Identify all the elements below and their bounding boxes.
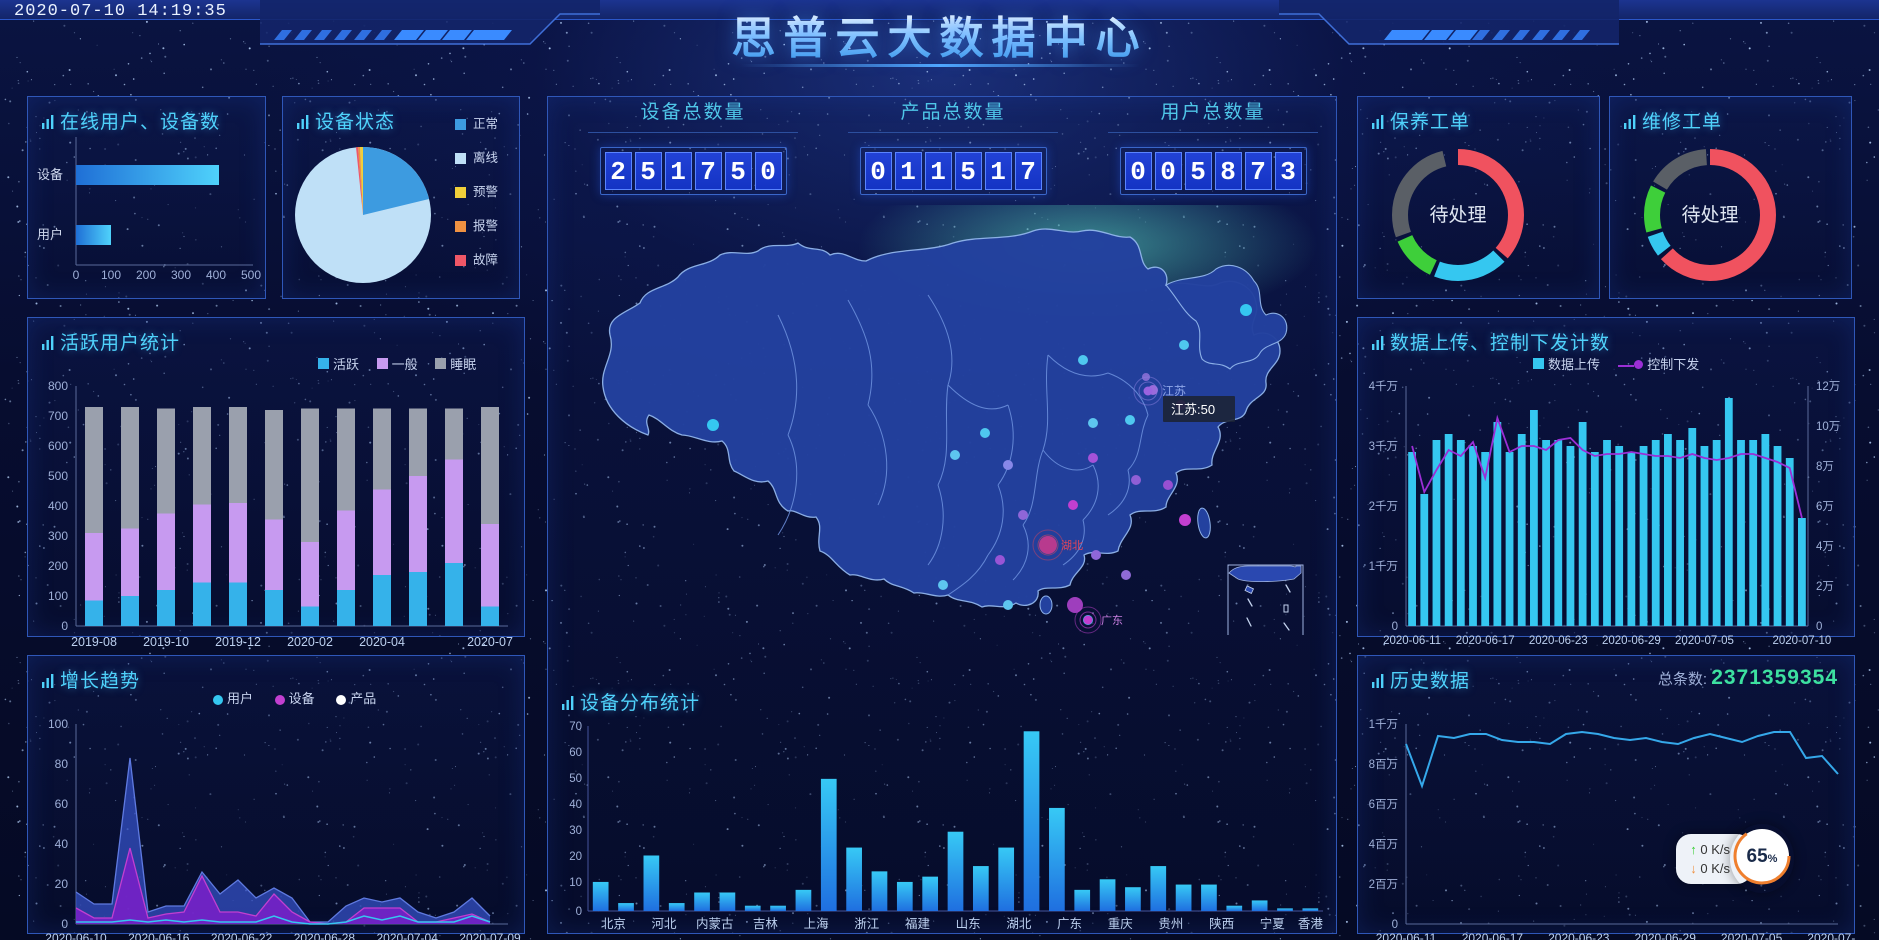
svg-text:2万: 2万	[1816, 581, 1834, 593]
svg-text:2020-07-05: 2020-07-05	[1675, 635, 1734, 647]
svg-text:正常: 正常	[473, 117, 498, 131]
svg-text:800: 800	[48, 379, 68, 393]
svg-text:广东: 广东	[1057, 917, 1082, 931]
svg-text:500: 500	[241, 268, 261, 282]
svg-text:8百万: 8百万	[1369, 759, 1398, 771]
svg-text:故障: 故障	[473, 252, 498, 267]
svg-text:广东: 广东	[1101, 614, 1123, 627]
svg-text:2020-06-22: 2020-06-22	[211, 931, 273, 940]
svg-text:300: 300	[48, 529, 68, 543]
svg-text:40: 40	[569, 799, 582, 811]
svg-text:8万: 8万	[1816, 461, 1834, 473]
svg-text:待处理: 待处理	[1681, 204, 1738, 226]
svg-text:60: 60	[55, 797, 69, 811]
svg-text:0: 0	[576, 906, 582, 918]
svg-text:6百万: 6百万	[1369, 799, 1398, 811]
svg-text:浙江: 浙江	[854, 916, 879, 931]
svg-text:400: 400	[48, 499, 68, 513]
svg-text:0: 0	[1392, 621, 1398, 633]
svg-text:10万: 10万	[1816, 421, 1840, 433]
svg-text:用户: 用户	[37, 227, 63, 242]
svg-text:2020-07: 2020-07	[467, 635, 513, 649]
svg-text:20: 20	[569, 851, 582, 863]
svg-text:2020-07-04: 2020-07-04	[377, 931, 439, 940]
svg-text:2020-06-23: 2020-06-23	[1529, 635, 1588, 647]
svg-text:0: 0	[61, 917, 68, 931]
svg-text:700: 700	[48, 409, 68, 423]
svg-text:400: 400	[206, 268, 226, 282]
svg-text:福建: 福建	[905, 916, 931, 931]
svg-text:香港: 香港	[1298, 917, 1324, 931]
svg-text:0: 0	[1816, 621, 1822, 633]
svg-text:20: 20	[55, 877, 69, 891]
svg-text:2020-06-10: 2020-06-10	[45, 931, 107, 940]
svg-text:2019-12: 2019-12	[215, 635, 261, 649]
svg-text:陕西: 陕西	[1209, 916, 1234, 931]
svg-text:北京: 北京	[601, 917, 626, 931]
svg-text:2020-04: 2020-04	[359, 635, 405, 649]
svg-text:200: 200	[48, 559, 68, 573]
svg-text:4百万: 4百万	[1369, 839, 1398, 851]
svg-text:2020-06-28: 2020-06-28	[294, 931, 356, 940]
svg-text:40: 40	[55, 837, 69, 851]
svg-text:2020-07-10: 2020-07-10	[1807, 931, 1856, 940]
svg-text:2020-06-16: 2020-06-16	[128, 931, 190, 940]
svg-text:山东: 山东	[956, 917, 981, 931]
svg-text:2020-06-17: 2020-06-17	[1456, 635, 1515, 647]
svg-text:10: 10	[569, 877, 582, 889]
svg-text:12万: 12万	[1816, 381, 1840, 393]
svg-text:湖北: 湖北	[1006, 916, 1032, 931]
svg-text:50: 50	[569, 773, 582, 785]
svg-text:2020-06-23: 2020-06-23	[1548, 931, 1610, 940]
svg-text:500: 500	[48, 469, 68, 483]
svg-text:0: 0	[61, 619, 68, 633]
svg-text:2020-06-11: 2020-06-11	[1383, 635, 1441, 647]
svg-text:2020-06-29: 2020-06-29	[1602, 635, 1661, 647]
svg-text:2百万: 2百万	[1369, 879, 1398, 891]
svg-text:100: 100	[48, 717, 68, 731]
svg-text:2020-07-09: 2020-07-09	[459, 931, 521, 940]
svg-text:2020-06-29: 2020-06-29	[1635, 931, 1697, 940]
svg-text:2020-06-17: 2020-06-17	[1462, 931, 1524, 940]
svg-text:1千万: 1千万	[1369, 560, 1398, 573]
svg-text:300: 300	[171, 268, 191, 282]
svg-text:上海: 上海	[804, 916, 830, 931]
svg-text:预警: 预警	[473, 184, 498, 199]
svg-text:4万: 4万	[1816, 541, 1834, 553]
svg-text:6万: 6万	[1816, 501, 1834, 513]
svg-text:0: 0	[1392, 919, 1398, 931]
svg-text:2020-07-10: 2020-07-10	[1772, 635, 1831, 647]
svg-text:2020-06-11: 2020-06-11	[1376, 931, 1437, 940]
svg-text:宁夏: 宁夏	[1260, 916, 1286, 931]
svg-text:1千万: 1千万	[1369, 718, 1398, 731]
svg-text:4千万: 4千万	[1369, 380, 1398, 393]
svg-text:设备: 设备	[37, 167, 63, 182]
svg-text:重庆: 重庆	[1108, 916, 1134, 931]
svg-text:报警: 报警	[473, 218, 498, 233]
svg-text:3千万: 3千万	[1369, 440, 1398, 453]
svg-text:200: 200	[136, 268, 156, 282]
svg-text:600: 600	[48, 439, 68, 453]
svg-text:吉林: 吉林	[753, 917, 779, 931]
svg-text:2019-08: 2019-08	[71, 635, 117, 649]
svg-text:江苏:50: 江苏:50	[1171, 402, 1215, 417]
svg-text:2019-10: 2019-10	[143, 635, 189, 649]
svg-text:2020-02: 2020-02	[287, 635, 333, 649]
svg-text:河北: 河北	[652, 917, 678, 931]
svg-text:30: 30	[569, 825, 582, 837]
svg-text:内蒙古: 内蒙古	[696, 916, 734, 931]
svg-text:70: 70	[569, 721, 582, 733]
svg-text:待处理: 待处理	[1429, 204, 1486, 226]
svg-text:60: 60	[569, 747, 582, 759]
svg-text:80: 80	[55, 757, 69, 771]
svg-text:湖北: 湖北	[1061, 539, 1083, 552]
svg-text:2千万: 2千万	[1369, 500, 1398, 513]
svg-text:离线: 离线	[473, 150, 499, 165]
svg-text:江苏: 江苏	[1162, 384, 1186, 398]
svg-text:0: 0	[73, 268, 80, 282]
svg-text:2020-07-05: 2020-07-05	[1721, 931, 1783, 940]
svg-text:100: 100	[101, 268, 121, 282]
svg-text:贵州: 贵州	[1158, 917, 1183, 931]
svg-text:100: 100	[48, 589, 68, 603]
